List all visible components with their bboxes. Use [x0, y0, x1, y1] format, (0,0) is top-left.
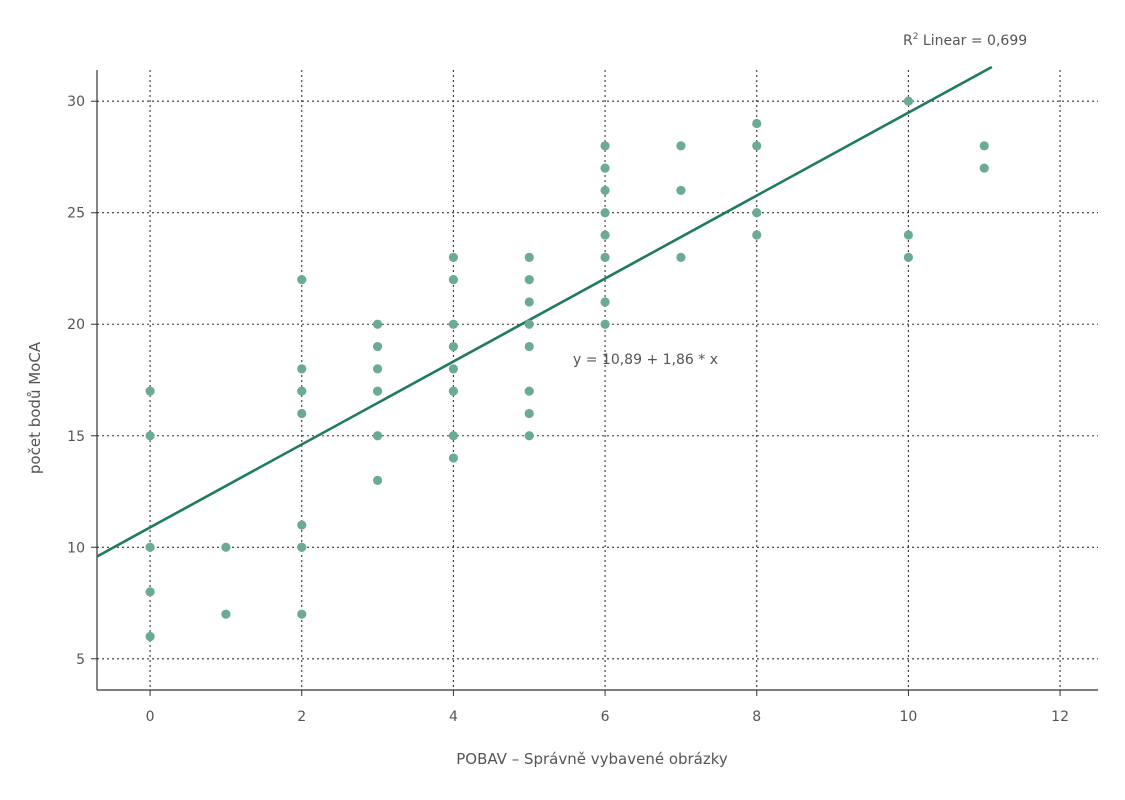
data-point	[297, 275, 307, 285]
data-point	[524, 386, 534, 396]
data-point	[752, 230, 762, 240]
grid-lines	[97, 70, 1098, 690]
data-point	[524, 297, 534, 307]
y-tick-label: 30	[67, 94, 85, 110]
data-point	[372, 386, 383, 396]
data-point	[600, 297, 610, 307]
data-point	[600, 208, 610, 218]
data-point	[524, 252, 534, 262]
data-point	[524, 408, 534, 419]
data-point	[372, 319, 383, 329]
regression-line	[96, 65, 993, 558]
data-point	[297, 609, 307, 619]
data-point	[676, 252, 686, 262]
regression-equation: y = 10,89 + 1,86 * x	[573, 352, 718, 368]
data-point	[903, 96, 914, 106]
y-tick-label: 15	[67, 429, 85, 445]
x-axis-title: POBAV – Správně vybavené obrázky	[456, 750, 728, 768]
data-point	[297, 364, 307, 374]
data-point	[448, 364, 459, 374]
data-point	[752, 208, 762, 218]
data-point	[524, 431, 534, 441]
data-point	[903, 252, 914, 262]
y-tick-label: 10	[67, 540, 85, 556]
data-point	[979, 141, 989, 151]
data-point	[372, 431, 383, 441]
data-point	[524, 319, 534, 329]
data-point	[145, 631, 155, 642]
r-squared-superscript: 2	[913, 32, 919, 42]
r-squared-prefix: R	[903, 33, 913, 49]
data-point	[752, 118, 762, 129]
data-point	[676, 185, 686, 196]
data-point	[297, 520, 307, 530]
x-tick-label: 12	[1051, 709, 1069, 725]
data-point	[448, 453, 459, 463]
data-point	[448, 319, 459, 329]
r-squared-annotation: R2 Linear = 0,699	[903, 32, 1027, 49]
y-axis-title: počet bodů MoCA	[26, 341, 44, 474]
data-point	[752, 141, 762, 151]
x-tick-label: 8	[752, 709, 761, 725]
x-tick-label: 2	[297, 709, 306, 725]
data-point	[448, 341, 459, 352]
axes	[91, 70, 1098, 696]
tick-labels: 0 2 4 6 8 10 12 5 10 15 20 25 30	[67, 94, 1069, 725]
data-point	[145, 386, 155, 396]
data-point	[145, 431, 155, 441]
data-point	[600, 252, 610, 262]
y-tick-label: 20	[67, 317, 85, 333]
x-tick-label: 10	[900, 709, 918, 725]
data-point	[600, 230, 610, 240]
data-point	[448, 386, 459, 396]
data-point	[221, 609, 231, 619]
regression-line-group	[96, 65, 993, 558]
data-point	[524, 275, 534, 285]
data-point	[600, 185, 610, 196]
data-point	[297, 542, 307, 552]
data-point	[297, 408, 307, 419]
data-point	[297, 386, 307, 396]
data-point	[221, 542, 231, 552]
data-point	[145, 542, 155, 552]
data-point	[145, 587, 155, 597]
data-point	[448, 431, 459, 441]
r-squared-value: Linear = 0,699	[918, 33, 1027, 49]
data-point	[600, 163, 610, 173]
data-point	[448, 275, 459, 285]
data-point	[676, 141, 686, 151]
data-point	[372, 364, 383, 374]
data-point	[448, 252, 459, 262]
data-point	[372, 341, 383, 352]
data-point	[979, 163, 989, 173]
data-point	[524, 341, 534, 352]
y-tick-label: 25	[67, 206, 85, 222]
data-points	[145, 96, 989, 642]
y-tick-label: 5	[76, 652, 85, 668]
data-point	[372, 475, 383, 485]
x-tick-label: 6	[601, 709, 610, 725]
x-tick-label: 4	[449, 709, 458, 725]
x-tick-label: 0	[146, 709, 155, 725]
data-point	[600, 141, 610, 151]
data-point	[903, 230, 914, 240]
data-point	[600, 319, 610, 329]
